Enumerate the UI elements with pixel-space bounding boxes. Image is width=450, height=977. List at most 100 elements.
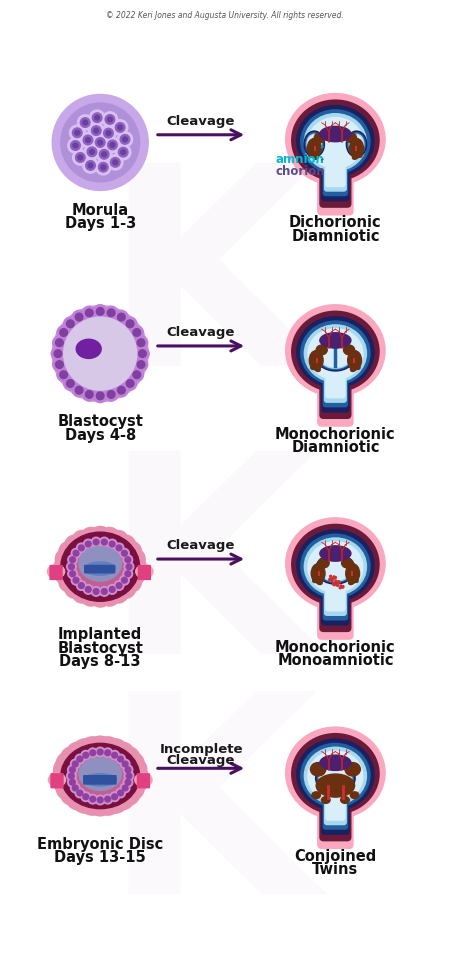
- Text: chorion: chorion: [276, 160, 325, 178]
- FancyBboxPatch shape: [137, 786, 149, 787]
- Ellipse shape: [342, 559, 353, 569]
- Ellipse shape: [317, 556, 353, 583]
- Ellipse shape: [355, 365, 360, 370]
- FancyBboxPatch shape: [139, 566, 150, 569]
- Ellipse shape: [115, 594, 127, 604]
- Circle shape: [72, 311, 86, 324]
- Ellipse shape: [102, 806, 117, 816]
- Ellipse shape: [112, 803, 126, 813]
- Circle shape: [88, 164, 93, 169]
- Ellipse shape: [316, 775, 355, 797]
- Circle shape: [112, 794, 117, 800]
- Ellipse shape: [341, 797, 349, 803]
- Circle shape: [116, 583, 122, 589]
- Circle shape: [63, 377, 77, 391]
- Circle shape: [90, 750, 96, 756]
- Circle shape: [123, 555, 133, 565]
- Ellipse shape: [65, 536, 76, 547]
- FancyBboxPatch shape: [324, 589, 347, 616]
- Circle shape: [122, 138, 127, 143]
- FancyBboxPatch shape: [325, 796, 346, 821]
- Circle shape: [117, 387, 125, 395]
- Ellipse shape: [314, 143, 319, 147]
- Circle shape: [72, 129, 82, 139]
- Circle shape: [105, 750, 111, 756]
- FancyBboxPatch shape: [139, 569, 150, 572]
- Circle shape: [115, 384, 128, 398]
- Circle shape: [75, 788, 85, 798]
- Circle shape: [70, 557, 76, 563]
- Ellipse shape: [314, 134, 325, 144]
- FancyBboxPatch shape: [317, 811, 354, 849]
- FancyBboxPatch shape: [106, 566, 110, 573]
- Ellipse shape: [76, 340, 101, 360]
- FancyBboxPatch shape: [321, 594, 350, 626]
- Ellipse shape: [53, 769, 61, 784]
- Circle shape: [125, 767, 131, 773]
- Ellipse shape: [307, 117, 364, 170]
- Circle shape: [70, 126, 85, 142]
- FancyBboxPatch shape: [50, 574, 62, 577]
- Circle shape: [124, 772, 134, 781]
- Ellipse shape: [68, 750, 132, 802]
- Ellipse shape: [296, 317, 375, 389]
- Ellipse shape: [311, 564, 325, 583]
- Circle shape: [92, 113, 102, 123]
- Text: Morula: Morula: [72, 203, 129, 218]
- Text: Cleavage: Cleavage: [167, 539, 235, 552]
- Ellipse shape: [94, 600, 107, 608]
- Ellipse shape: [61, 743, 140, 809]
- FancyBboxPatch shape: [85, 566, 89, 573]
- Circle shape: [95, 747, 105, 757]
- Circle shape: [88, 748, 98, 758]
- Circle shape: [108, 118, 112, 123]
- Circle shape: [52, 96, 148, 191]
- Ellipse shape: [300, 110, 371, 175]
- Ellipse shape: [296, 106, 375, 178]
- Ellipse shape: [121, 798, 134, 810]
- Ellipse shape: [125, 536, 135, 547]
- Circle shape: [83, 121, 88, 126]
- Circle shape: [68, 765, 77, 775]
- Text: Blastocyst: Blastocyst: [57, 413, 143, 429]
- Circle shape: [72, 150, 88, 166]
- Circle shape: [91, 537, 101, 547]
- Ellipse shape: [356, 153, 362, 158]
- Ellipse shape: [291, 101, 380, 182]
- Text: Days 13-15: Days 13-15: [54, 849, 146, 864]
- Ellipse shape: [125, 587, 135, 598]
- Ellipse shape: [93, 807, 108, 816]
- Text: Monoamniotic: Monoamniotic: [277, 653, 394, 667]
- Ellipse shape: [137, 551, 145, 565]
- FancyBboxPatch shape: [50, 577, 62, 579]
- Circle shape: [102, 152, 107, 157]
- Circle shape: [101, 126, 116, 142]
- Circle shape: [69, 780, 75, 786]
- Circle shape: [108, 155, 123, 171]
- FancyBboxPatch shape: [325, 587, 346, 612]
- FancyBboxPatch shape: [51, 786, 63, 787]
- Circle shape: [124, 563, 134, 572]
- Ellipse shape: [304, 324, 367, 383]
- Ellipse shape: [291, 733, 380, 815]
- Circle shape: [86, 391, 93, 399]
- Circle shape: [77, 756, 83, 762]
- Ellipse shape: [316, 346, 327, 356]
- Text: K: K: [103, 682, 318, 952]
- Ellipse shape: [68, 539, 132, 595]
- Ellipse shape: [319, 766, 352, 790]
- Text: Cleavage: Cleavage: [167, 753, 235, 767]
- Ellipse shape: [56, 753, 67, 768]
- Ellipse shape: [74, 803, 89, 813]
- Circle shape: [68, 570, 77, 579]
- FancyBboxPatch shape: [321, 381, 350, 413]
- Ellipse shape: [313, 578, 318, 583]
- Circle shape: [90, 796, 96, 802]
- Circle shape: [104, 129, 113, 139]
- Circle shape: [87, 148, 97, 157]
- Ellipse shape: [345, 763, 360, 776]
- Ellipse shape: [307, 328, 364, 381]
- Circle shape: [120, 549, 129, 559]
- Circle shape: [126, 320, 134, 328]
- Ellipse shape: [349, 580, 354, 585]
